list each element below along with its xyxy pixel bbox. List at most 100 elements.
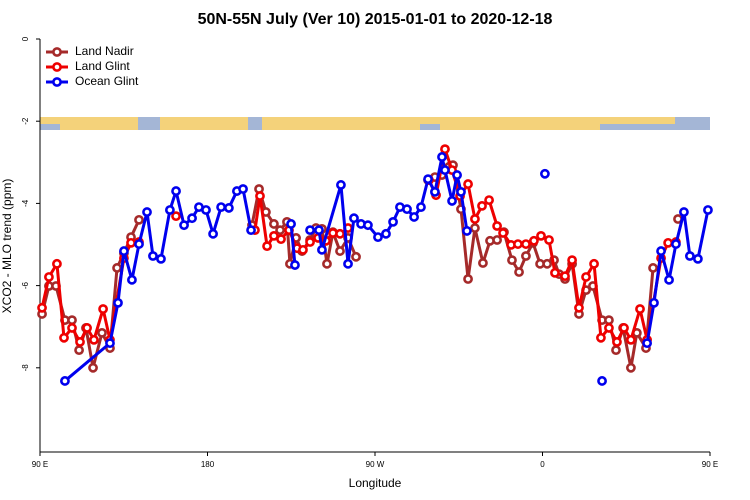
data-point	[59, 332, 69, 343]
data-point	[679, 207, 689, 217]
data-point	[550, 267, 560, 278]
data-point	[74, 345, 84, 356]
data-point	[349, 213, 359, 224]
data-point	[612, 337, 622, 347]
series-line	[63, 155, 710, 383]
data-point	[255, 191, 265, 201]
data-point	[165, 205, 175, 215]
data-point	[52, 258, 62, 269]
data-point	[656, 246, 666, 256]
data-point	[336, 180, 346, 190]
data-point	[447, 196, 457, 206]
y-tick-label: 0	[21, 36, 30, 41]
data-point	[423, 174, 433, 185]
data-point	[619, 323, 629, 333]
data-point	[402, 204, 412, 215]
data-point	[351, 251, 361, 262]
data-point	[286, 219, 296, 229]
ocean-strip	[40, 124, 60, 130]
data-point	[343, 258, 353, 269]
data-point	[381, 228, 391, 239]
data-point	[440, 144, 450, 155]
data-point	[416, 202, 426, 212]
data-point	[581, 272, 591, 282]
legend-marker	[52, 77, 62, 87]
data-point	[113, 297, 123, 308]
data-point	[134, 239, 144, 249]
data-point	[544, 235, 554, 245]
legend-marker	[52, 62, 62, 72]
data-point	[75, 337, 85, 347]
data-point	[171, 211, 181, 222]
data-point	[560, 271, 570, 282]
data-point	[246, 225, 256, 236]
data-point	[596, 332, 606, 343]
data-point	[335, 246, 345, 256]
data-point	[452, 170, 462, 180]
ocean-strip	[675, 117, 710, 130]
data-point	[224, 203, 234, 213]
ocean-strip	[248, 117, 262, 130]
data-point	[89, 334, 99, 345]
data-point	[542, 258, 553, 269]
data-point	[470, 214, 480, 224]
data-point	[649, 297, 659, 308]
data-point	[98, 304, 108, 314]
map-strip	[40, 117, 710, 130]
data-point	[663, 237, 674, 248]
data-point	[134, 214, 144, 225]
data-point	[201, 205, 211, 215]
data-point	[478, 258, 488, 268]
data-point	[305, 237, 315, 247]
series-line	[42, 165, 678, 368]
data-point	[529, 235, 539, 246]
data-point	[521, 239, 531, 249]
data-point	[462, 226, 472, 236]
data-point	[456, 186, 466, 197]
data-point	[671, 239, 681, 249]
x-tick-label: 0	[540, 460, 545, 469]
data-point	[507, 255, 517, 266]
data-point	[119, 246, 129, 256]
x-axis-label: Longitude	[349, 476, 402, 490]
data-point	[703, 205, 713, 215]
data-point	[67, 315, 77, 326]
data-point	[589, 258, 599, 269]
ocean-strip	[138, 117, 160, 130]
data-point	[685, 251, 695, 261]
data-point	[126, 237, 136, 248]
data-point	[430, 186, 440, 197]
data-point	[604, 323, 614, 333]
data-point	[317, 244, 327, 255]
data-point	[112, 263, 122, 273]
legend-marker	[52, 47, 62, 57]
data-point	[470, 223, 480, 233]
legend-label: Ocean Glint	[75, 74, 139, 88]
data-point	[127, 274, 137, 285]
ocean-strip	[420, 124, 440, 130]
y-tick-label: -8	[21, 364, 30, 372]
data-point	[492, 235, 502, 245]
legend-label: Land Nadir	[75, 44, 134, 58]
data-point	[567, 255, 577, 266]
data-point	[664, 274, 674, 285]
data-point	[642, 338, 652, 349]
data-point	[105, 338, 115, 349]
data-point	[216, 202, 226, 212]
data-point	[484, 195, 494, 206]
data-point	[536, 230, 546, 241]
data-point	[477, 200, 487, 211]
y-tick-label: -2	[21, 117, 30, 125]
x-tick-label: 180	[201, 460, 215, 469]
data-point	[171, 186, 181, 196]
data-point	[262, 241, 272, 252]
data-point	[82, 323, 92, 333]
data-point	[693, 253, 703, 264]
data-point	[314, 225, 324, 236]
x-tick-label: 90 W	[366, 460, 385, 469]
data-point	[409, 212, 419, 222]
y-axis-label: XCO2 - MLO trend (ppm)	[0, 179, 14, 314]
data-point	[626, 362, 636, 373]
data-point	[290, 260, 300, 270]
